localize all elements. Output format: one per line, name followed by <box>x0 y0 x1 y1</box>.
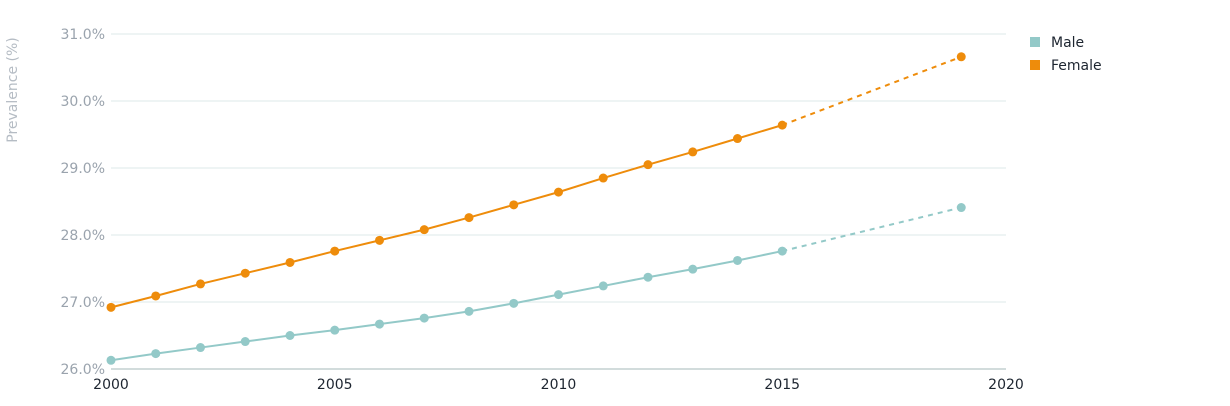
male-data-point[interactable] <box>196 343 205 353</box>
male-legend-label[interactable]: Male <box>1051 35 1084 51</box>
male-data-point[interactable] <box>554 290 563 300</box>
male-data-point[interactable] <box>106 355 116 365</box>
y-tick-label: 31.0% <box>61 27 105 43</box>
male-data-point[interactable] <box>598 281 608 291</box>
female-data-point[interactable] <box>733 134 742 144</box>
female-data-point[interactable] <box>464 213 474 223</box>
x-tick-label: 2000 <box>93 377 129 393</box>
male-data-point[interactable] <box>419 313 429 323</box>
grid-layer <box>111 33 1006 303</box>
female-data-point[interactable] <box>106 302 116 312</box>
y-tick-label: 28.0% <box>61 228 105 244</box>
female-data-point[interactable] <box>196 279 205 289</box>
female-data-point[interactable] <box>285 257 295 267</box>
male-data-point[interactable] <box>375 319 384 329</box>
female-data-point[interactable] <box>688 147 698 157</box>
female-data-point[interactable] <box>554 187 563 197</box>
female-projection-line <box>781 55 962 127</box>
series-layer <box>106 52 966 365</box>
y-tick-label: 29.0% <box>61 161 105 177</box>
x-tick-label: 2015 <box>764 377 800 393</box>
female-data-point[interactable] <box>375 235 384 245</box>
male-data-point[interactable] <box>733 255 742 265</box>
male-data-point[interactable] <box>330 325 340 335</box>
female-legend-label[interactable]: Female <box>1051 58 1102 74</box>
female-data-point[interactable] <box>598 173 608 183</box>
y-tick-label: 27.0% <box>61 295 105 311</box>
male-legend-swatch <box>1030 37 1040 47</box>
y-tick-label: 26.0% <box>61 362 105 378</box>
female-data-point[interactable] <box>643 160 653 170</box>
male-data-point[interactable] <box>643 272 653 282</box>
male-data-point[interactable] <box>956 203 966 213</box>
female-data-point[interactable] <box>956 52 966 62</box>
y-tick-label: 30.0% <box>61 94 105 110</box>
female-data-point[interactable] <box>509 200 519 210</box>
female-data-point[interactable] <box>330 246 340 256</box>
male-series-line <box>110 250 783 362</box>
y-axis-title: Prevalence (%) <box>5 37 21 143</box>
female-data-point[interactable] <box>777 120 787 130</box>
male-data-point[interactable] <box>688 264 698 274</box>
x-tick-label: 2010 <box>541 377 577 393</box>
male-projection-line <box>782 206 962 253</box>
male-data-point[interactable] <box>464 306 474 316</box>
female-data-point[interactable] <box>419 225 429 235</box>
male-data-point[interactable] <box>285 331 295 340</box>
axis-layer: 26.0% 27.0% 28.0% 29.0% 30.0% 31.0% 2000 2005 20… <box>61 27 1024 393</box>
female-data-point[interactable] <box>151 291 161 301</box>
male-data-point[interactable] <box>777 246 787 256</box>
x-tick-label: 2005 <box>317 377 353 393</box>
female-data-point[interactable] <box>240 268 250 278</box>
male-data-point[interactable] <box>151 349 161 359</box>
female-series-line <box>110 124 783 309</box>
male-data-point[interactable] <box>509 298 519 308</box>
x-tick-label: 2020 <box>988 377 1024 393</box>
legend: Male Female <box>1030 35 1102 74</box>
male-data-point[interactable] <box>240 337 250 347</box>
female-legend-swatch <box>1030 60 1040 70</box>
